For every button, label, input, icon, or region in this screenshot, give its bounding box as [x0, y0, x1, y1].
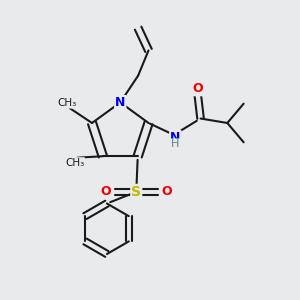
- Text: O: O: [162, 185, 172, 198]
- Text: H: H: [171, 140, 179, 149]
- Text: CH₃: CH₃: [65, 158, 84, 168]
- Text: CH₃: CH₃: [58, 98, 77, 108]
- Text: O: O: [192, 82, 203, 95]
- Text: N: N: [115, 96, 125, 109]
- Text: N: N: [170, 131, 181, 144]
- Text: O: O: [100, 185, 111, 198]
- Text: S: S: [131, 185, 141, 199]
